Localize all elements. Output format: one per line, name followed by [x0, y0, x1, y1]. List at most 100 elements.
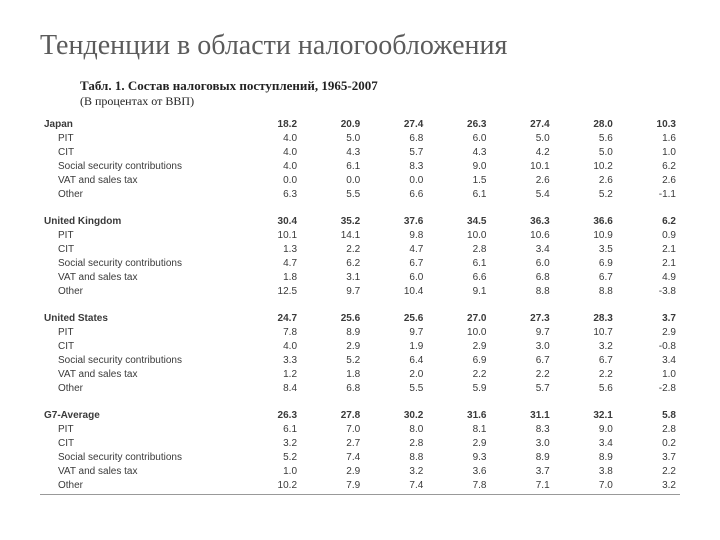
cell: 1.8 [238, 270, 301, 284]
cell: 3.4 [490, 242, 553, 256]
table-row: VAT and sales tax1.02.93.23.63.73.82.2 [40, 464, 680, 478]
cell: 8.3 [490, 422, 553, 436]
cell: 2.0 [364, 367, 427, 381]
cell: 0.0 [238, 173, 301, 187]
cell: 9.7 [301, 284, 364, 298]
cell: 2.2 [427, 367, 490, 381]
cell: 25.6 [364, 311, 427, 325]
table-row: VAT and sales tax0.00.00.01.52.62.62.6 [40, 173, 680, 187]
cell: 31.1 [490, 408, 553, 422]
cell: 26.3 [427, 117, 490, 131]
country-name: G7-Average [40, 408, 238, 422]
cell: 0.9 [617, 228, 680, 242]
cell: 2.9 [427, 436, 490, 450]
cell: 3.7 [617, 311, 680, 325]
cell: 9.0 [554, 422, 617, 436]
table-row: Social security contributions4.06.18.39.… [40, 159, 680, 173]
table-row: PIT4.05.06.86.05.05.61.6 [40, 131, 680, 145]
country-name: United Kingdom [40, 214, 238, 228]
row-label: Other [40, 187, 238, 201]
cell: 10.2 [238, 478, 301, 492]
row-label: VAT and sales tax [40, 173, 238, 187]
cell: 5.0 [554, 145, 617, 159]
cell: 3.2 [364, 464, 427, 478]
table-row: Other12.59.710.49.18.88.8-3.8 [40, 284, 680, 298]
cell: 5.8 [617, 408, 680, 422]
cell: 1.6 [617, 131, 680, 145]
cell: 3.4 [617, 353, 680, 367]
cell: 8.4 [238, 381, 301, 395]
cell: 8.3 [364, 159, 427, 173]
cell: 10.4 [364, 284, 427, 298]
cell: 30.4 [238, 214, 301, 228]
cell: 6.6 [427, 270, 490, 284]
cell: 2.9 [427, 339, 490, 353]
cell: 2.6 [617, 173, 680, 187]
cell: 6.9 [554, 256, 617, 270]
slide: Тенденции в области налогообложения Табл… [0, 0, 720, 540]
cell: 3.4 [554, 436, 617, 450]
row-label: CIT [40, 145, 238, 159]
cell: 3.8 [554, 464, 617, 478]
row-label: VAT and sales tax [40, 270, 238, 284]
cell: 5.2 [301, 353, 364, 367]
row-label: PIT [40, 228, 238, 242]
table-row: Other6.35.56.66.15.45.2-1.1 [40, 187, 680, 201]
cell: 10.1 [238, 228, 301, 242]
cell: 5.2 [554, 187, 617, 201]
cell: 5.2 [238, 450, 301, 464]
cell: 7.1 [490, 478, 553, 492]
cell: 8.8 [364, 450, 427, 464]
table-row: CIT4.04.35.74.34.25.01.0 [40, 145, 680, 159]
cell: 2.9 [301, 339, 364, 353]
cell: 10.3 [617, 117, 680, 131]
cell: 1.0 [238, 464, 301, 478]
cell: 0.0 [301, 173, 364, 187]
cell: 1.2 [238, 367, 301, 381]
cell: 9.1 [427, 284, 490, 298]
table-subcaption: (В процентах от ВВП) [80, 94, 680, 109]
cell: 8.9 [490, 450, 553, 464]
cell: 1.9 [364, 339, 427, 353]
cell: 6.0 [427, 131, 490, 145]
cell: -0.8 [617, 339, 680, 353]
table-row: VAT and sales tax1.83.16.06.66.86.74.9 [40, 270, 680, 284]
cell: 6.1 [301, 159, 364, 173]
cell: 37.6 [364, 214, 427, 228]
subtitle-block: Табл. 1. Состав налоговых поступлений, 1… [80, 78, 680, 109]
table-row: Social security contributions4.76.26.76.… [40, 256, 680, 270]
cell: 6.0 [490, 256, 553, 270]
cell: 0.2 [617, 436, 680, 450]
cell: 2.2 [554, 367, 617, 381]
table-row: VAT and sales tax1.21.82.02.22.22.21.0 [40, 367, 680, 381]
cell: 6.8 [301, 381, 364, 395]
cell: 31.6 [427, 408, 490, 422]
cell: 3.6 [427, 464, 490, 478]
row-label: Other [40, 381, 238, 395]
cell: 1.8 [301, 367, 364, 381]
row-label: Social security contributions [40, 353, 238, 367]
cell: 6.6 [364, 187, 427, 201]
cell: 5.7 [364, 145, 427, 159]
cell: 5.0 [490, 131, 553, 145]
cell: 27.3 [490, 311, 553, 325]
cell: 4.3 [427, 145, 490, 159]
cell: 4.0 [238, 159, 301, 173]
cell: 2.9 [301, 464, 364, 478]
cell: 32.1 [554, 408, 617, 422]
cell: 2.6 [554, 173, 617, 187]
cell: 4.3 [301, 145, 364, 159]
cell: 6.7 [554, 270, 617, 284]
cell: 10.2 [554, 159, 617, 173]
cell: 7.4 [364, 478, 427, 492]
cell: 4.7 [364, 242, 427, 256]
cell: 6.1 [427, 187, 490, 201]
cell: 9.7 [490, 325, 553, 339]
cell: 3.0 [490, 339, 553, 353]
cell: 10.1 [490, 159, 553, 173]
cell: 9.8 [364, 228, 427, 242]
row-label: Other [40, 478, 238, 492]
cell: 25.6 [301, 311, 364, 325]
cell: 10.6 [490, 228, 553, 242]
cell: 2.8 [427, 242, 490, 256]
